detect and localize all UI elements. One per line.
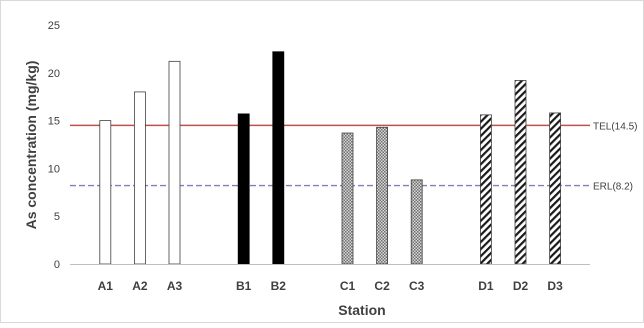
- x-tick-label: D1: [478, 279, 494, 293]
- x-tick-label: C2: [374, 279, 390, 293]
- bar: [376, 126, 389, 265]
- bar: [133, 91, 146, 265]
- bar: [99, 120, 112, 265]
- bar: [272, 51, 285, 265]
- x-tick-label: A1: [98, 279, 114, 293]
- y-tick-label: 5: [54, 211, 60, 223]
- x-tick-label: C1: [340, 279, 356, 293]
- x-tick-labels: A1 A2 A3 B1 B2 C1 C2 C3 D1 D2 D3: [98, 279, 563, 293]
- x-tick-label: B2: [271, 279, 287, 293]
- x-tick-label: A3: [167, 279, 183, 293]
- bar: [168, 60, 181, 265]
- y-tick-label: 10: [48, 163, 60, 175]
- x-tick-label: B1: [236, 279, 252, 293]
- bar: [514, 80, 527, 265]
- reference-line-label: ERL(8.2): [593, 182, 633, 193]
- bar: [549, 112, 561, 265]
- x-axis-title: Station: [338, 302, 385, 318]
- y-tick-label: 0: [54, 259, 60, 271]
- y-tick-label: 25: [48, 20, 60, 32]
- reference-line-label: TEL(14.5): [593, 121, 637, 132]
- x-tick-label: D3: [547, 279, 563, 293]
- bar: [410, 179, 423, 265]
- x-tick-label: D2: [513, 279, 529, 293]
- y-tick-label: 20: [48, 68, 60, 80]
- bar: [341, 132, 354, 265]
- y-tick-label: 15: [48, 116, 60, 128]
- x-tick-label: A2: [132, 279, 148, 293]
- x-tick-label: C3: [409, 279, 425, 293]
- reference-lines: TEL(14.5) ERL(8.2): [70, 121, 637, 193]
- y-ticks: 0 5 10 15 20 25: [48, 20, 60, 271]
- bar: [237, 113, 250, 265]
- y-axis-title: As concentration (mg/kg): [23, 61, 39, 230]
- bar: [479, 114, 492, 265]
